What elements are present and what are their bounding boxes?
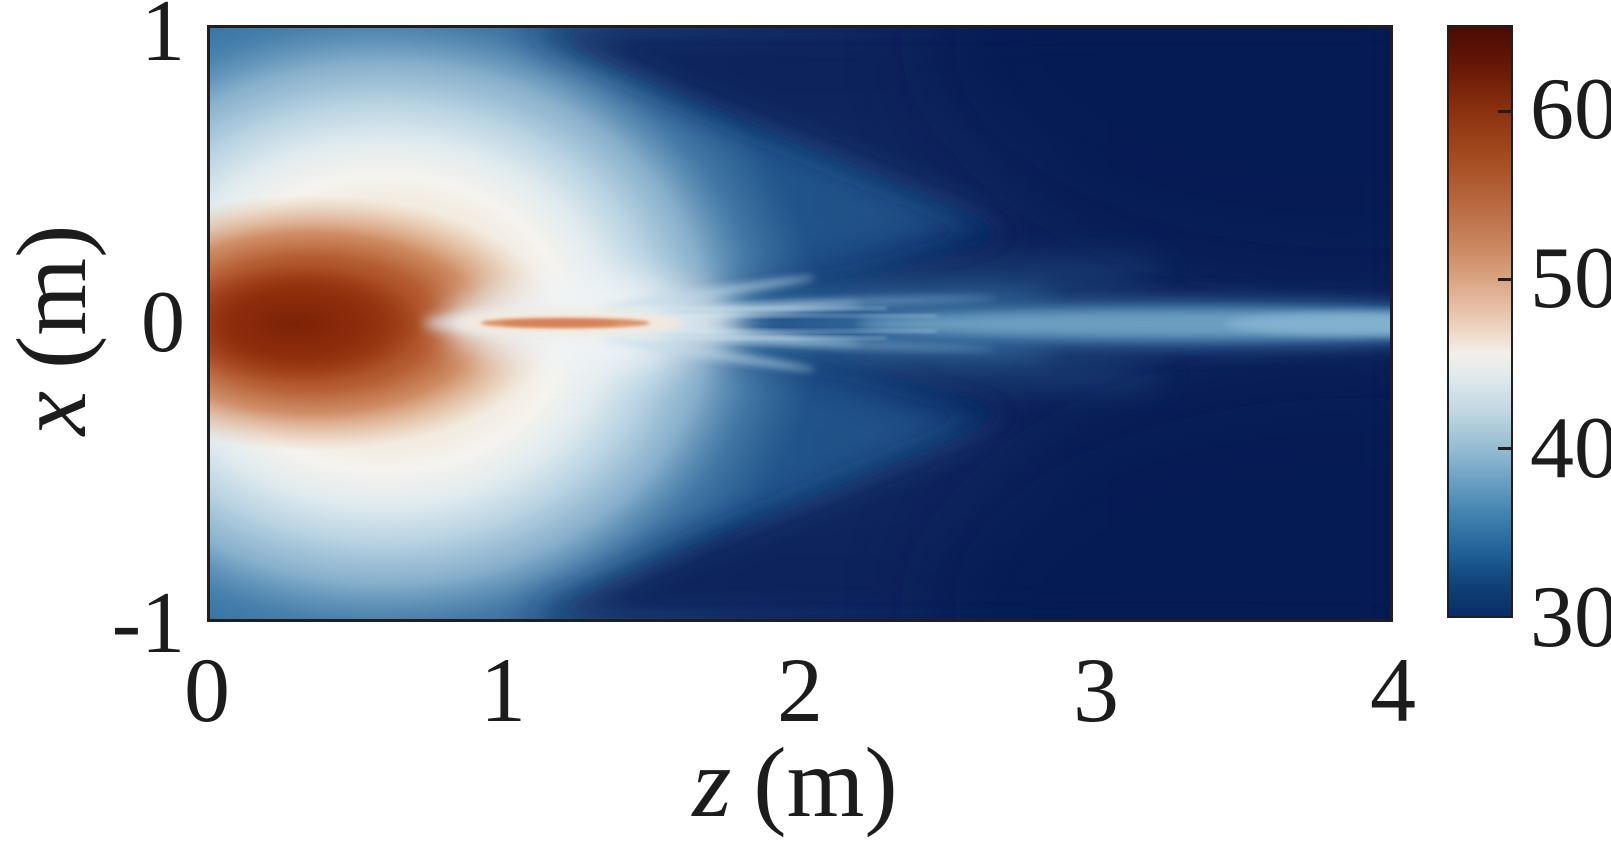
- x-axis-label: z (m): [595, 728, 995, 838]
- x-axis-label-unit: (m): [753, 727, 898, 838]
- y-axis-label-variable: x: [0, 391, 107, 436]
- x-tick-label-0: 0: [184, 639, 230, 741]
- colorbar-label-60: 60: [1530, 61, 1611, 158]
- colorbar-label-50: 50: [1530, 230, 1611, 327]
- colorbar-tick-40: [1498, 447, 1511, 450]
- y-axis-label-unit: (m): [0, 224, 107, 369]
- fringe-striations: [508, 307, 937, 340]
- y-axis-label: x (m): [0, 130, 107, 530]
- y-tick-label-neg1: -1: [111, 575, 185, 672]
- colorbar-tick-50: [1498, 278, 1511, 281]
- y-tick-label-1: 1: [141, 0, 185, 80]
- colorbar: [1447, 25, 1513, 618]
- x-tick-label-4: 4: [1370, 639, 1416, 741]
- colorbar-label-30: 30: [1530, 569, 1611, 666]
- colorbar-tick-60: [1498, 110, 1511, 113]
- heatmap-image: [210, 28, 1390, 619]
- x-axis-label-variable: z: [692, 727, 732, 838]
- x-tick-label-2: 2: [777, 639, 823, 741]
- colorbar-label-40: 40: [1530, 400, 1611, 497]
- heatmap-layers: [210, 28, 1390, 619]
- heatmap-plot: [207, 25, 1393, 622]
- y-tick-label-0: 0: [141, 274, 185, 371]
- axial-beam: [787, 298, 1390, 350]
- x-tick-label-3: 3: [1073, 639, 1119, 741]
- shadow-wedges: [519, 28, 1390, 619]
- x-tick-label-1: 1: [480, 639, 526, 741]
